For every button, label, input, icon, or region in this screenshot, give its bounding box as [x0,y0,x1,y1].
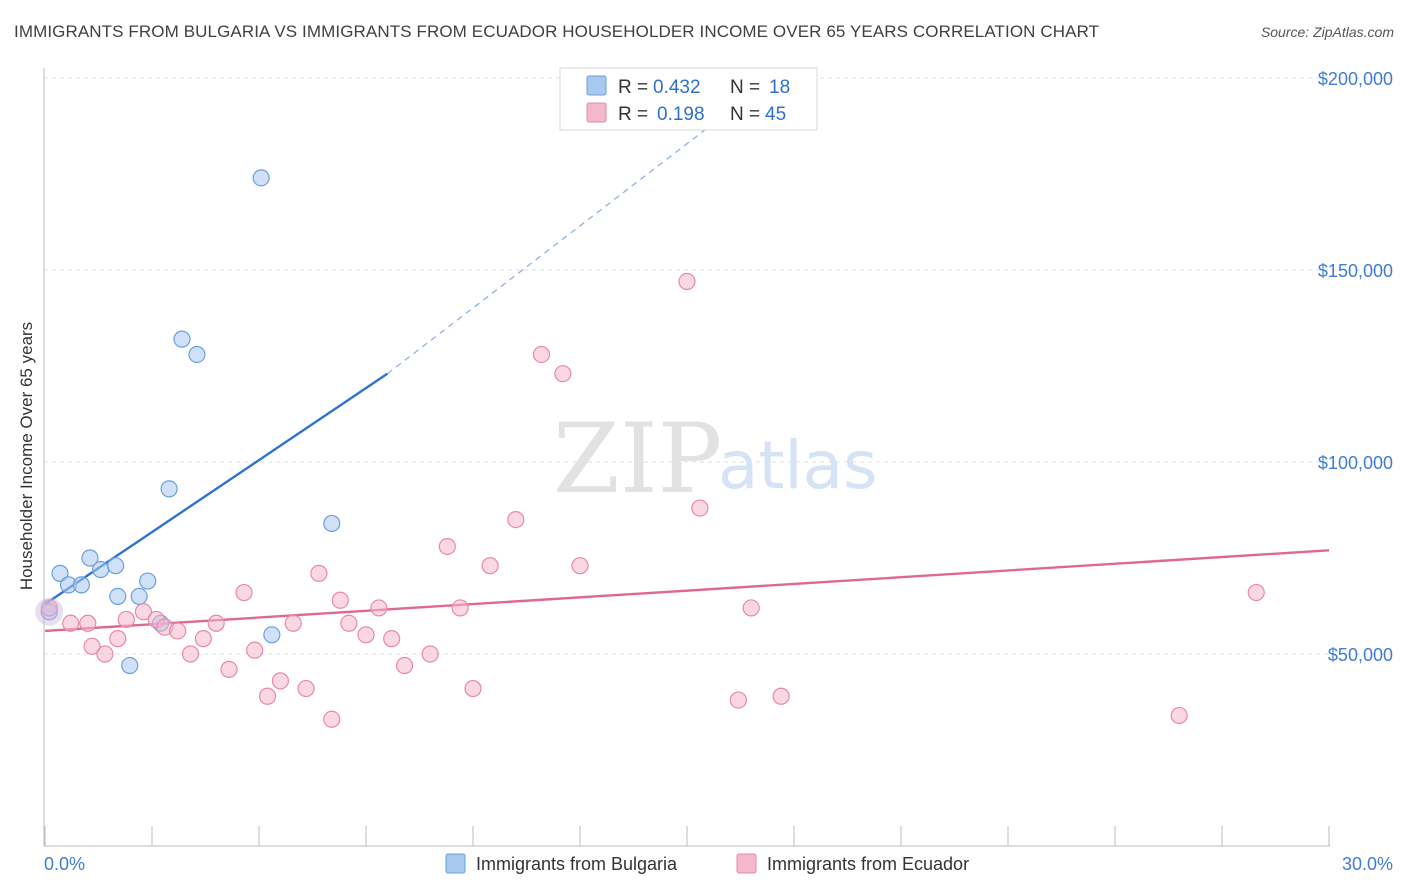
ecuador-point [284,614,302,632]
ecuador-point [370,599,388,617]
bulgaria-point [51,564,69,582]
bottom-legend-label-bulgaria: Immigrants from Bulgaria [476,854,678,874]
ecuador-point [297,679,315,698]
bottom-legend-swatch-ecuador [736,853,757,874]
ecuador-point [481,557,499,575]
bulgaria-point [173,330,191,348]
bulgaria-point [130,587,148,606]
legend-r-value-ecuador: 0.198 [657,104,705,125]
ecuador-point [169,622,187,640]
ecuador-point [464,679,482,698]
ecuador-point [395,656,414,675]
series-legend: Immigrants from Bulgaria Immigrants from… [445,853,969,874]
y-axis-title: Householder Income Over 65 years [17,322,36,590]
bulgaria-point [121,656,139,675]
ecuador-point [1170,706,1188,725]
x-tick-labels: 0.0% 30.0% [44,854,1393,874]
bulgaria-point [263,626,281,644]
ecuador-point [134,603,153,621]
ecuador-point [507,510,525,529]
bulgaria-point [188,345,206,364]
ecuador-point [421,645,439,663]
ecuador-point [323,710,341,728]
bulgaria-point [252,169,270,187]
grid-lines [44,77,1396,655]
bottom-legend-label-ecuador: Immigrants from Ecuador [767,854,969,874]
ecuador-point [729,691,747,709]
ecuador-point [742,599,760,617]
watermark-atlas: atlas [718,427,878,504]
x-tick-label: 0.0% [44,854,85,874]
legend-n-value-bulgaria: 18 [769,77,790,98]
legend-r-label-ecuador: R = [618,104,648,125]
ecuador-point [220,660,238,678]
ecuador-point [691,499,709,517]
axes [43,68,1330,847]
legend-swatch-ecuador [586,102,607,123]
trend-lines [44,77,1330,633]
bulgaria-point [109,587,127,606]
legend-n-label-bulgaria: N = [730,77,760,98]
ecuador-point [678,272,696,291]
chart-title: IMMIGRANTS FROM BULGARIA VS IMMIGRANTS F… [14,22,1100,41]
bulgaria-point [72,576,90,594]
legend-r-label-bulgaria: R = [618,77,648,98]
ecuador-point [554,365,572,383]
bulgaria-point [81,549,99,567]
ecuador-point [207,614,225,632]
bulgaria-trend-extension [387,77,773,375]
ecuador-point [235,583,253,602]
y-tick-label: $150,000 [1318,261,1393,281]
ecuador-trend-line [44,549,1330,633]
watermark: ZIP atlas [553,403,878,515]
ecuador-point [117,610,135,629]
x-tick-label: 30.0% [1342,854,1393,874]
ecuador-point [310,564,328,582]
bulgaria-point [139,572,157,590]
ecuador-point [271,672,289,690]
watermark-zip: ZIP [553,403,722,515]
bulgaria-point [323,514,341,533]
y-tick-labels: $50,000 $100,000 $150,000 $200,000 [1318,69,1393,665]
ecuador-point [571,557,589,575]
ecuador-point [79,614,97,632]
ecuador-point [83,637,101,655]
ecuador-point [331,591,349,609]
legend-n-value-ecuador: 45 [765,104,786,125]
ecuador-point [181,645,200,663]
bulgaria-point [160,480,178,498]
ecuador-point [96,645,114,663]
ecuador-point [438,537,456,556]
ecuador-point [772,687,790,705]
ecuador-point [258,687,277,705]
origin-cluster-point [35,597,64,626]
legend-n-label-ecuador: N = [730,104,760,125]
correlation-legend: R = 0.432 N = 18 R = 0.198 N = 45 [559,67,818,131]
ecuador-point [62,614,80,632]
ecuador-point [246,641,264,659]
legend-r-value-bulgaria: 0.432 [653,77,701,98]
ecuador-point [340,614,358,632]
ecuador-point [357,626,375,644]
source-credit: Source: ZipAtlas.com [1260,24,1394,40]
bulgaria-point [107,557,125,575]
ecuador-point [532,345,551,364]
bottom-legend-swatch-bulgaria [445,853,466,874]
y-tick-label: $100,000 [1318,453,1393,473]
y-tick-label: $50,000 [1328,645,1393,665]
y-tick-label: $200,000 [1318,69,1393,89]
ecuador-point [451,599,469,617]
legend-swatch-bulgaria [586,75,607,96]
ecuador-point [383,630,401,648]
ecuador-point [194,630,212,648]
ecuador-point [109,630,127,648]
ecuador-point [1247,583,1265,602]
bulgaria-point [92,560,110,579]
ecuador-point [40,599,58,617]
data-points [35,169,1265,728]
